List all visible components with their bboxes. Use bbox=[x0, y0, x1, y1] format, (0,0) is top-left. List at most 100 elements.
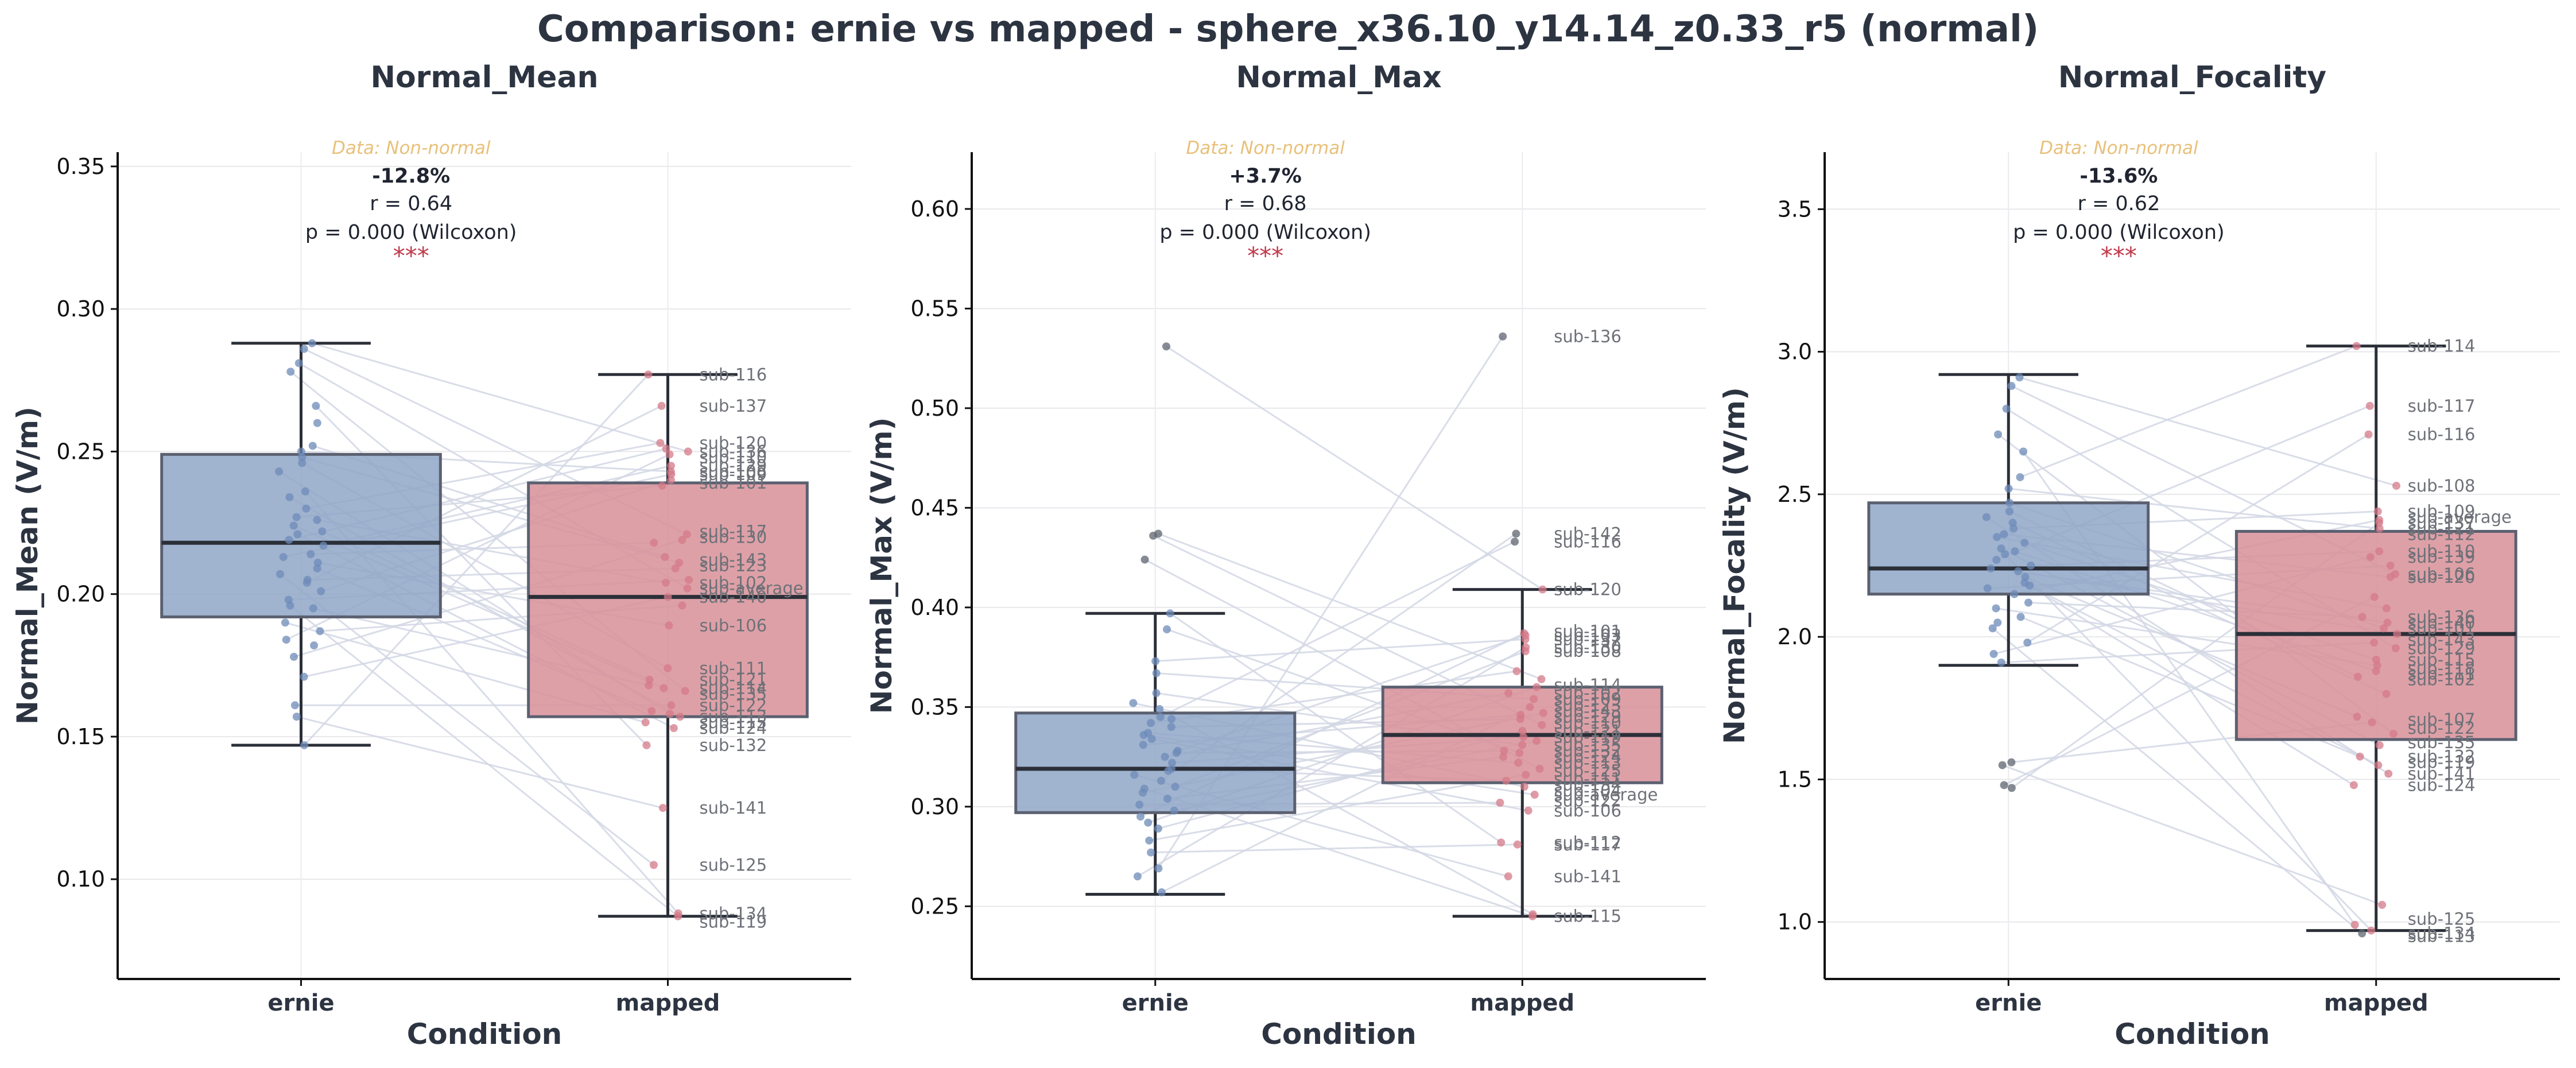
pair-line bbox=[296, 715, 664, 809]
y-axis-label: Normal_Mean (V/m) bbox=[11, 407, 44, 725]
panel-title: Normal_Max bbox=[1236, 60, 1441, 95]
subject-label: sub-123 bbox=[700, 556, 767, 575]
subject-label: sub-108 bbox=[2408, 476, 2476, 496]
subject-label: sub-123 bbox=[1554, 695, 1621, 715]
data-point bbox=[1983, 584, 1992, 593]
y-tick-label: 0.60 bbox=[910, 196, 959, 222]
panel-normal-max: 0.25 0.30 0.35 0.40 0.45 0.50 0.55 0.60 sub-136 s… bbox=[865, 60, 1706, 1051]
data-point bbox=[1528, 912, 1537, 920]
data-point bbox=[1997, 658, 2005, 667]
subject-label: sub-139 bbox=[2408, 547, 2476, 567]
data-point bbox=[1982, 513, 1991, 521]
subject-label: sub-143 bbox=[700, 550, 767, 570]
box-iqr bbox=[1014, 711, 1297, 814]
data-point bbox=[1162, 342, 1170, 351]
data-point bbox=[2370, 593, 2379, 601]
data-point bbox=[300, 741, 309, 749]
normality-note: Data: Non-normal bbox=[1186, 138, 1345, 158]
data-point bbox=[2004, 484, 2013, 493]
data-point bbox=[2382, 690, 2391, 698]
y-tick-label: 0.10 bbox=[56, 866, 105, 892]
data-point bbox=[289, 652, 298, 661]
y-tick-label: 2.0 bbox=[1778, 624, 1812, 649]
subject-label: sub-141 bbox=[2408, 764, 2476, 783]
data-point bbox=[319, 541, 328, 550]
data-point bbox=[1497, 838, 1506, 847]
data-point bbox=[2353, 713, 2361, 721]
data-point bbox=[658, 481, 666, 490]
subject-label: sub-122 bbox=[700, 695, 767, 715]
data-point bbox=[2392, 481, 2401, 490]
data-point bbox=[678, 536, 686, 544]
data-point bbox=[2009, 524, 2018, 533]
data-point bbox=[676, 713, 684, 721]
data-point bbox=[2027, 562, 2035, 570]
subject-label: sub-101 bbox=[700, 473, 767, 493]
subject-label: sub-116 bbox=[700, 365, 767, 384]
data-point bbox=[2000, 781, 2008, 790]
subject-label: sub-113 bbox=[2408, 927, 2476, 946]
subject-label: sub-125 bbox=[700, 855, 767, 874]
data-point bbox=[1172, 749, 1181, 757]
data-point bbox=[308, 339, 316, 347]
p-value: p = 0.000 (Wilcoxon) bbox=[2013, 221, 2225, 244]
subject-label: sub-143 bbox=[2408, 630, 2476, 649]
data-point bbox=[1520, 783, 1528, 791]
data-point bbox=[1155, 705, 1164, 713]
data-point bbox=[309, 604, 317, 613]
pair-line bbox=[2024, 582, 2354, 786]
data-point bbox=[1993, 618, 2002, 627]
x-tick-label: mapped bbox=[2324, 990, 2428, 1016]
data-point bbox=[1515, 749, 1524, 757]
data-point bbox=[1499, 753, 1508, 761]
data-point bbox=[275, 467, 284, 476]
data-point bbox=[313, 564, 321, 572]
data-point bbox=[2366, 553, 2375, 562]
data-point bbox=[1154, 864, 1163, 873]
y-tick-label: 0.40 bbox=[910, 595, 959, 620]
data-point bbox=[1152, 669, 1161, 678]
data-point bbox=[312, 401, 320, 410]
subject-label: sub-106 bbox=[700, 616, 767, 635]
subject-label: sub-121 bbox=[2408, 518, 2476, 538]
data-point bbox=[667, 470, 676, 479]
data-point bbox=[2352, 342, 2361, 350]
subject-label: sub-120 bbox=[2408, 567, 2476, 587]
data-point bbox=[317, 587, 325, 595]
subject-label: sub-110 bbox=[1554, 713, 1621, 733]
subject-label: sub-121 bbox=[1554, 721, 1621, 741]
data-point bbox=[1992, 556, 2001, 564]
data-point bbox=[1130, 771, 1139, 779]
data-point bbox=[1512, 667, 1521, 675]
subject-label: sub-137 bbox=[1554, 629, 1621, 649]
percent-change: +3.7% bbox=[1229, 165, 1301, 188]
data-point bbox=[2373, 507, 2382, 516]
data-point bbox=[1511, 537, 1519, 546]
subject-label: sub-111 bbox=[2408, 664, 2476, 684]
data-point bbox=[2364, 430, 2373, 439]
subject-label: sub-121 bbox=[700, 670, 767, 690]
subject-label: sub-135 bbox=[2408, 733, 2476, 752]
data-point bbox=[300, 672, 308, 681]
subject-label: sub-120 bbox=[700, 433, 767, 452]
data-point bbox=[644, 370, 653, 379]
subject-label: sub-130 bbox=[700, 527, 767, 547]
data-point bbox=[1161, 753, 1169, 761]
normality-note: Data: Non-normal bbox=[332, 138, 491, 158]
data-point bbox=[2375, 524, 2384, 533]
subject-label: sub-112 bbox=[1554, 833, 1621, 852]
subject-label: sub-average bbox=[700, 579, 804, 598]
subject-label: sub-114 bbox=[1554, 675, 1621, 695]
data-point bbox=[1147, 734, 1156, 743]
subject-label: sub-116 bbox=[1554, 532, 1621, 551]
panel-title: Normal_Focality bbox=[2058, 60, 2326, 95]
subject-label: sub-122 bbox=[2408, 718, 2476, 738]
percent-change: -12.8% bbox=[372, 165, 450, 188]
subject-label: sub-114 bbox=[2408, 336, 2476, 356]
data-point bbox=[674, 912, 682, 920]
subject-label: sub-113 bbox=[700, 707, 767, 726]
subject-label: sub-103 bbox=[1554, 625, 1621, 645]
box-ernie bbox=[160, 342, 442, 747]
data-point bbox=[2386, 572, 2395, 581]
subject-label: sub-119 bbox=[1554, 727, 1621, 746]
